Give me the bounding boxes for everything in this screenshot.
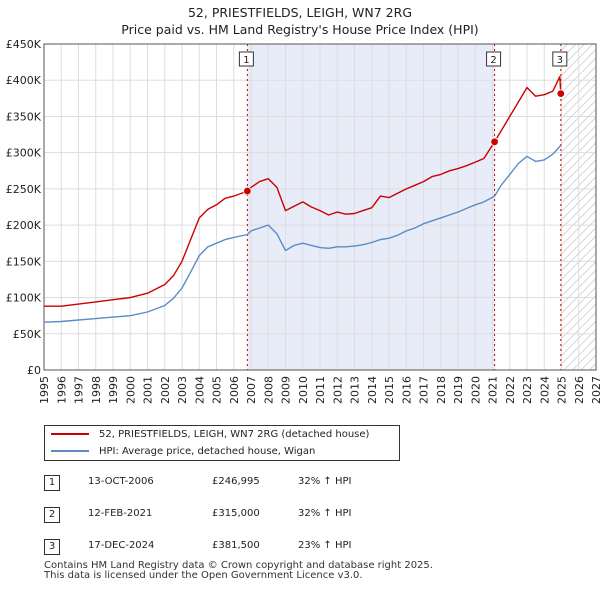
chart-title: 52, PRIESTFIELDS, LEIGH, WN7 2RG: [187, 5, 413, 20]
x-tick-label: 2003: [176, 376, 189, 404]
x-tick-label: 2018: [435, 376, 448, 404]
x-tick-label: 1996: [55, 376, 68, 404]
x-tick-label: 2017: [418, 376, 431, 404]
x-tick-label: 2008: [262, 376, 275, 404]
y-tick-label: £50K: [13, 328, 42, 341]
event-label-box: [486, 51, 502, 67]
event-label-box: [238, 51, 254, 67]
x-tick-label: 2004: [193, 376, 206, 404]
event-label-text: 2: [490, 55, 496, 66]
event-badge: 3: [44, 539, 60, 555]
table-row: 1 13-OCT-2006 £246,995 32% ↑ HPI: [44, 474, 404, 494]
legend-swatch-property: [51, 433, 89, 435]
event-price: £315,000: [212, 508, 260, 519]
ownership-shade: [247, 44, 495, 370]
x-tick-label: 2011: [314, 376, 327, 404]
footer: Contains HM Land Registry data © Crown c…: [44, 561, 433, 581]
x-tick-label: 1998: [90, 376, 103, 404]
x-tick-label: 2014: [366, 376, 379, 404]
x-tick-label: 1999: [107, 376, 120, 404]
y-tick-label: £100K: [6, 292, 42, 305]
x-tick-label: 2016: [400, 376, 413, 404]
x-tick-label: 2025: [556, 376, 569, 404]
event-label-box: [552, 51, 568, 67]
price-chart: 1 2 3 £0 £50K £100K £150K £200K £250K £300K £350K £…: [6, 38, 600, 404]
x-tick-label: 2022: [504, 376, 517, 404]
table-row: 3 17-DEC-2024 £381,500 23% ↑ HPI: [44, 538, 404, 558]
x-tick-label: 2010: [297, 376, 310, 404]
x-tick-label: 2006: [228, 376, 241, 404]
x-tick-label: 2027: [590, 376, 600, 404]
x-tick-label: 2013: [349, 376, 362, 404]
event-hpi-change: 32% ↑ HPI: [298, 476, 352, 487]
x-tick-label: 2012: [331, 376, 344, 404]
x-tick-label: 2024: [538, 376, 551, 404]
x-tick-label: 2001: [142, 376, 155, 404]
legend-item-hpi: HPI: Average price, detached house, Wiga…: [51, 444, 315, 460]
x-tick-label: 1997: [73, 376, 86, 404]
x-tick-label: 2021: [487, 376, 500, 404]
x-tick-label: 2026: [573, 376, 586, 404]
footer-licence: This data is licensed under the Open Gov…: [44, 570, 363, 581]
y-tick-label: £250K: [6, 183, 42, 196]
event-price: £246,995: [212, 476, 260, 487]
x-tick-label: 2005: [211, 376, 224, 404]
sale-marker: [556, 89, 566, 98]
y-tick-label: £400K: [6, 74, 42, 87]
y-tick-label: £0: [27, 364, 41, 377]
footer-copyright: Contains HM Land Registry data © Crown c…: [44, 560, 433, 571]
chart-subtitle: Price paid vs. HM Land Registry's House …: [121, 22, 479, 37]
plot-frame: [43, 43, 597, 371]
event-label-text: 3: [557, 55, 563, 66]
event-badge: 2: [44, 507, 60, 523]
legend-item-property: 52, PRIESTFIELDS, LEIGH, WN7 2RG (detach…: [51, 427, 369, 443]
legend-label-property: 52, PRIESTFIELDS, LEIGH, WN7 2RG (detach…: [99, 429, 370, 440]
x-tick-label: 1995: [38, 376, 51, 404]
event-badge: 1: [44, 475, 60, 491]
legend: 52, PRIESTFIELDS, LEIGH, WN7 2RG (detach…: [44, 425, 400, 461]
event-date: 13-OCT-2006: [88, 476, 154, 487]
legend-swatch-hpi: [51, 450, 89, 452]
x-tick-label: 2000: [124, 376, 137, 404]
event-date: 17-DEC-2024: [88, 540, 155, 551]
sale-marker: [490, 137, 499, 146]
x-tick-label: 2007: [245, 376, 258, 404]
y-tick-label: £450K: [6, 38, 42, 51]
event-price: £381,500: [212, 540, 260, 551]
event-hpi-change: 23% ↑ HPI: [298, 540, 352, 551]
hpi-line: [43, 144, 562, 323]
y-tick-label: £300K: [6, 147, 42, 160]
table-row: 2 12-FEB-2021 £315,000 32% ↑ HPI: [44, 506, 404, 526]
y-tick-label: £150K: [6, 255, 42, 268]
x-tick-label: 2019: [452, 376, 465, 404]
event-hpi-change: 32% ↑ HPI: [298, 508, 352, 519]
y-tick-label: £200K: [6, 219, 42, 232]
x-tick-label: 2020: [469, 376, 482, 404]
y-tick-label: £350K: [6, 110, 42, 123]
x-tick-label: 2002: [159, 376, 172, 404]
sale-marker: [243, 186, 252, 196]
event-date: 12-FEB-2021: [88, 508, 153, 519]
x-tick-label: 2023: [521, 376, 534, 404]
event-label-text: 1: [243, 55, 249, 66]
legend-label-hpi: HPI: Average price, detached house, Wiga…: [99, 446, 316, 457]
x-tick-label: 2009: [280, 376, 293, 404]
x-tick-label: 2015: [383, 376, 396, 404]
